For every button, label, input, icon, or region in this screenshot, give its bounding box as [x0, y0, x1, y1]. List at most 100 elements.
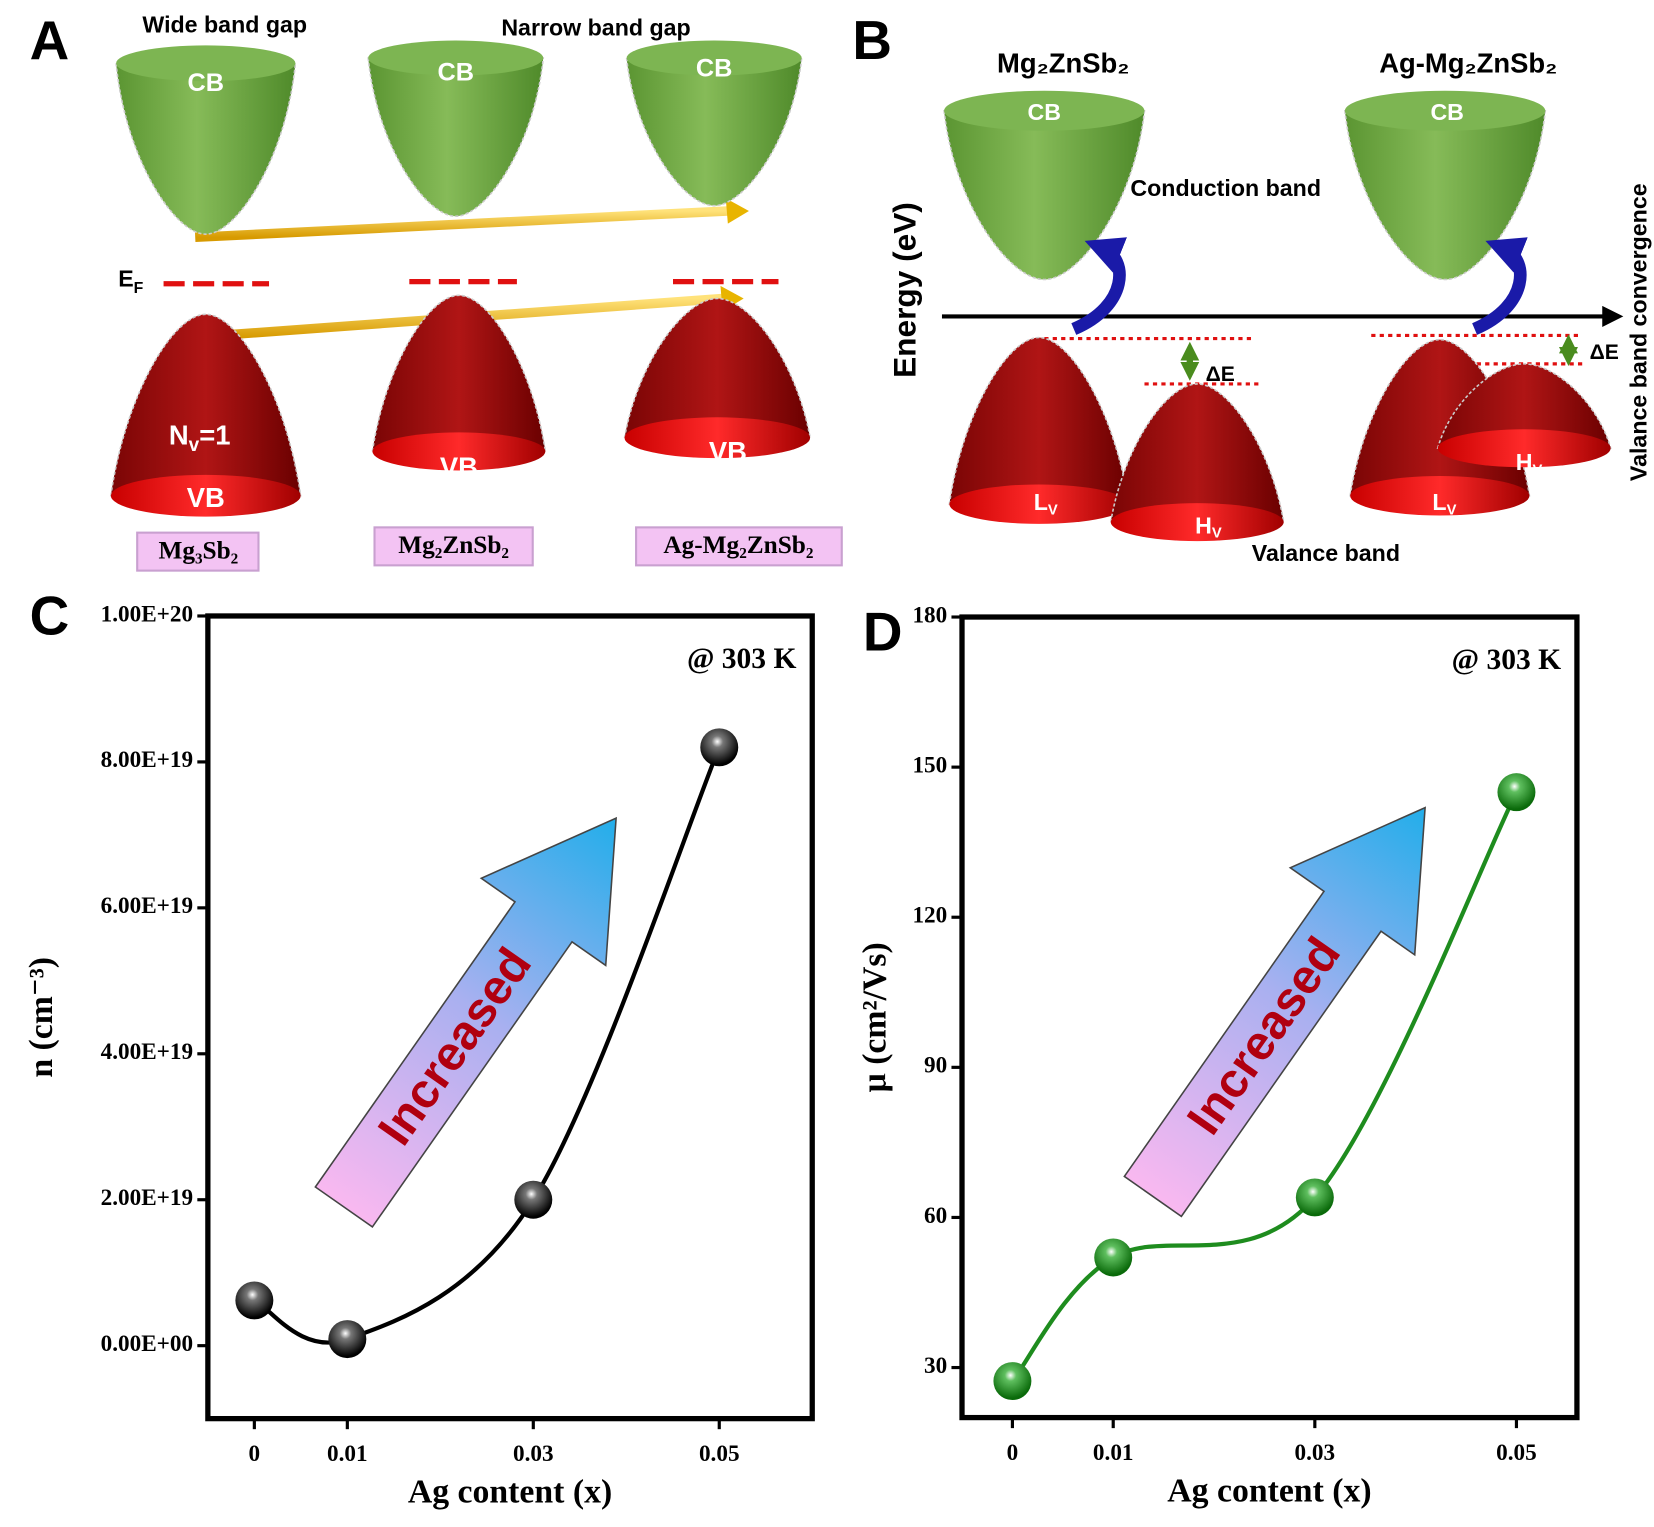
conduction-band — [625, 57, 803, 207]
fermi-label: EF — [118, 266, 143, 297]
y-tick-label: 90 — [924, 1053, 947, 1079]
panel-label: D — [863, 600, 903, 662]
material-heading: Mg₂ZnSb₂ — [997, 48, 1129, 79]
convergence-label: Valance band convergence — [1625, 183, 1651, 481]
band-base — [110, 474, 301, 517]
heavy-valley: HV — [1195, 512, 1222, 541]
data-line — [253, 746, 722, 1345]
heading: Narrow band gap — [501, 15, 690, 41]
cb-label: CB — [1028, 99, 1062, 125]
band-top — [944, 90, 1145, 131]
annotation: @ 303 K — [687, 643, 796, 675]
valley-label: Nv=1 — [169, 420, 231, 456]
h-sub: V — [1532, 462, 1542, 478]
y-tick-label: 120 — [912, 903, 947, 929]
data-point — [1295, 1178, 1334, 1217]
band-top — [116, 45, 296, 82]
x-axis-label: Ag content (x) — [408, 1473, 612, 1510]
vb-label: VB — [440, 452, 478, 483]
light-valley: LV — [1034, 489, 1058, 518]
material: Ag-Mg₂ZnSb₂ — [663, 531, 813, 559]
trend-arrow: Increased — [1123, 806, 1426, 1218]
conduction-label: Conduction band — [1130, 175, 1321, 201]
h-main: H — [1516, 449, 1533, 475]
x-tick-label: 0.03 — [1295, 1440, 1336, 1466]
band-top — [626, 40, 802, 76]
conduction-band — [367, 57, 545, 218]
x-tick-label: 0.01 — [327, 1441, 368, 1467]
delta-label: ΔE — [1206, 363, 1235, 386]
band-base — [949, 484, 1129, 524]
material-boxes — [136, 526, 843, 572]
y-tick-label: 0.00E+00 — [101, 1331, 193, 1357]
band-top — [368, 40, 544, 76]
panel-label: C — [30, 585, 70, 647]
cb-label: CB — [1430, 99, 1463, 125]
l-sub: V — [1048, 502, 1058, 518]
h-main: H — [1195, 512, 1212, 538]
cb-label: CB — [437, 59, 474, 87]
material: Mg₃Sb₂ — [158, 536, 238, 564]
l-main: L — [1432, 489, 1446, 515]
fermi-main: E — [118, 266, 133, 292]
y-tick-label: 2.00E+19 — [101, 1185, 193, 1211]
y-tick-label: 4.00E+19 — [101, 1039, 193, 1065]
band-base — [372, 432, 546, 471]
arrow-text: Increased — [368, 938, 542, 1154]
arrow-shape — [1123, 806, 1426, 1218]
data-point — [1094, 1238, 1133, 1277]
conduction-band — [1343, 109, 1547, 281]
light-valley: LV — [1432, 489, 1456, 518]
plot-frame — [205, 613, 815, 1422]
data-point — [514, 1180, 553, 1219]
data-point — [993, 1362, 1032, 1401]
data-point — [328, 1320, 367, 1359]
energy-label: Energy (eV) — [887, 202, 923, 378]
band-top — [1344, 90, 1546, 131]
y-tick-label: 1.00E+20 — [101, 601, 193, 627]
conduction-band — [943, 109, 1146, 281]
delta-label: ΔE — [1590, 341, 1619, 364]
valley-rest: =1 — [199, 420, 230, 451]
fermi-sub: F — [134, 280, 144, 297]
h-sub: V — [1212, 526, 1222, 542]
valence-band — [1436, 363, 1612, 450]
x-tick-label: 0 — [249, 1441, 261, 1467]
y-tick-label: 60 — [924, 1203, 947, 1229]
l-sub: V — [1447, 502, 1457, 518]
x-tick-label: 0.05 — [699, 1441, 740, 1467]
data-point — [1497, 773, 1536, 812]
x-axis-label: Ag content (x) — [1167, 1472, 1371, 1509]
x-tick-label: 0.01 — [1093, 1440, 1134, 1466]
fermi-levels — [163, 278, 779, 287]
band-shapes — [109, 40, 1612, 542]
x-tick-label: 0 — [1007, 1440, 1019, 1466]
y-axis-label: μ (cm²/Vs) — [856, 942, 893, 1092]
valence-band — [623, 297, 812, 439]
y-tick-label: 6.00E+19 — [101, 893, 193, 919]
delta-arrows — [1180, 334, 1578, 381]
band-base — [624, 417, 811, 459]
y-axis-label: n (cm⁻³) — [23, 957, 60, 1078]
transfer-arrows — [1071, 237, 1528, 335]
arrow-head — [725, 198, 749, 224]
data-point — [700, 728, 739, 767]
y-tick-label: 150 — [912, 752, 947, 778]
heading: Wide band gap — [142, 11, 307, 37]
vb-label: VB — [709, 436, 747, 467]
valence-band — [948, 336, 1130, 505]
vb-label: VB — [187, 482, 225, 513]
panel-label: B — [852, 9, 892, 71]
y-tick-label: 8.00E+19 — [101, 747, 193, 773]
valence-band — [1109, 383, 1285, 523]
arrow-text: Increased — [1177, 928, 1351, 1144]
band-base — [1437, 429, 1611, 468]
cb-label: CB — [187, 69, 224, 97]
data-point — [235, 1281, 274, 1320]
arrow-shape — [314, 816, 617, 1229]
valance-label: Valance band — [1252, 540, 1400, 566]
panel-label: A — [30, 9, 70, 71]
valence-band — [109, 313, 302, 497]
band-base — [1110, 503, 1284, 542]
